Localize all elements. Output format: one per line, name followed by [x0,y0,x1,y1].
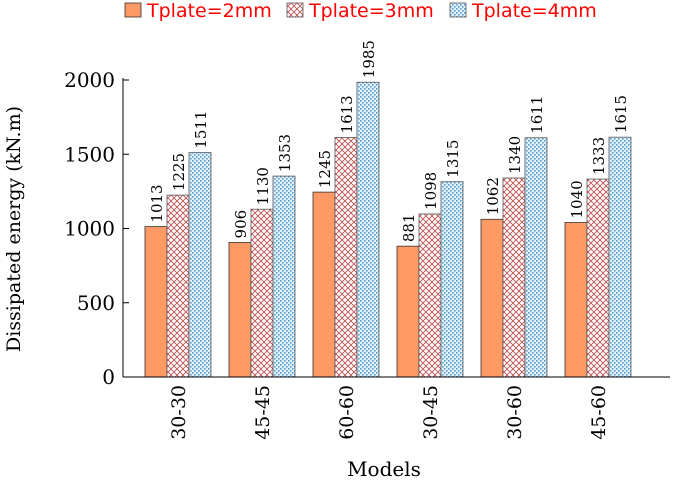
value-label-45-45-2: 1353 [276,134,294,172]
legend-swatch-2 [449,2,467,18]
value-label-60-60-2: 1985 [360,40,378,78]
bar-tplate-3mm-60-60 [334,137,358,378]
bar-tplate-4mm-30-60 [524,137,548,378]
value-label-60-60-0: 1245 [316,150,334,188]
x-tick-label-60-60: 60-60 [336,385,358,440]
y-axis-title: Dissipated energy (kN.m) [3,106,25,352]
value-label-60-60-1: 1613 [338,95,356,133]
bars-layer [144,81,632,378]
x-tick-label-30-30: 30-30 [168,385,190,440]
y-tick-label-2000: 2000 [64,68,115,92]
x-tick-label-45-45: 45-45 [252,385,274,440]
value-label-45-60-2: 1615 [612,95,630,133]
y-tick-label-500: 500 [77,291,115,315]
value-label-45-45-1: 1130 [254,167,272,205]
legend-swatch-1 [286,2,304,18]
value-label-30-60-0: 1062 [484,177,502,215]
value-label-30-45-1: 1098 [422,172,440,210]
legend-label-1: Tplate=3mm [308,0,434,22]
value-label-30-60-1: 1340 [506,136,524,174]
bar-tplate-3mm-30-60 [502,177,526,378]
value-label-30-45-0: 881 [400,214,418,243]
axes-layer: 30-30 45-45 60-60 30-45 30-60 45-60 0 500 1000 15… [64,68,670,440]
bar-tplate-4mm-45-60 [608,136,632,378]
x-axis-title: Models [347,457,421,481]
legend-label-0: Tplate=2mm [146,0,272,22]
bar-tplate-2mm-60-60 [312,191,336,378]
bar-tplate-2mm-45-60 [564,222,588,378]
legend: Tplate=2mm Tplate=3mm Tplate=4mm [124,0,597,22]
bar-tplate-4mm-30-30 [188,152,212,378]
value-label-45-60-1: 1333 [590,137,608,175]
bar-tplate-3mm-30-30 [166,194,190,378]
legend-label-2: Tplate=4mm [471,0,597,22]
value-label-30-60-2: 1611 [528,96,546,134]
bar-tplate-4mm-30-45 [440,181,464,378]
value-label-30-30-1: 1225 [170,153,188,191]
value-label-45-45-0: 906 [232,210,250,239]
bar-tplate-2mm-30-45 [396,245,420,378]
value-label-45-60-0: 1040 [568,180,586,218]
bar-tplate-2mm-30-30 [144,226,168,378]
x-tick-label-30-60: 30-60 [504,385,526,440]
bar-tplate-3mm-45-45 [250,208,274,378]
bar-tplate-3mm-30-45 [418,213,442,378]
x-tick-label-30-45: 30-45 [420,385,442,440]
bar-tplate-4mm-45-45 [272,175,296,378]
value-label-30-30-2: 1511 [192,110,210,148]
y-tick-label-1500: 1500 [64,142,115,166]
bar-tplate-2mm-45-45 [228,242,252,378]
bar-tplate-2mm-30-60 [480,218,504,378]
value-label-30-45-2: 1315 [444,140,462,178]
y-tick-label-0: 0 [102,365,115,389]
bar-tplate-4mm-60-60 [356,81,380,378]
bar-tplate-3mm-45-60 [586,178,610,378]
x-tick-label-45-60: 45-60 [588,385,610,440]
legend-swatch-0 [124,2,142,18]
y-tick-label-1000: 1000 [64,217,115,241]
value-label-30-30-0: 1013 [148,184,166,222]
